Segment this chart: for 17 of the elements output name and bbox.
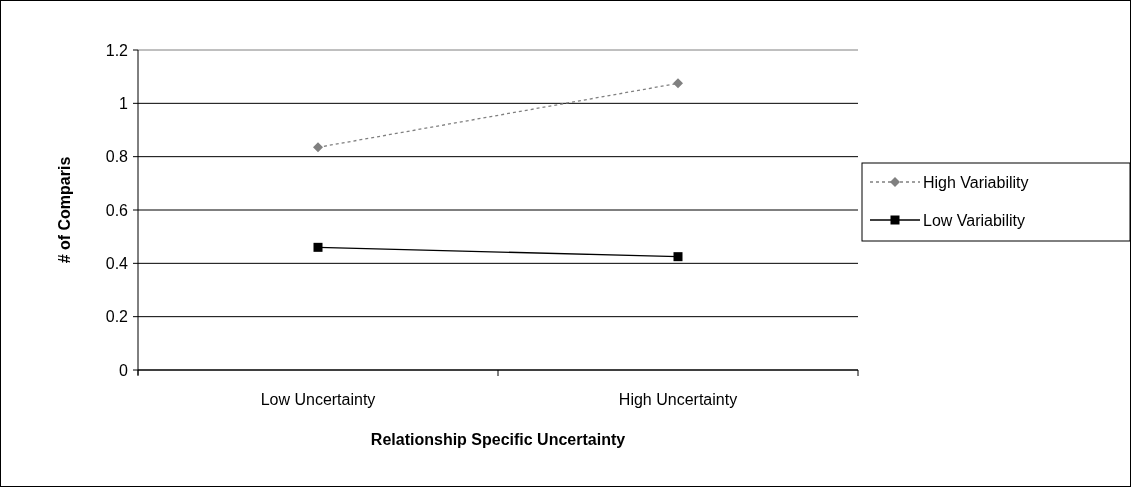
- x-tick-label: Low Uncertainty: [260, 391, 376, 408]
- x-tick-label: High Uncertainty: [618, 391, 738, 408]
- y-axis-title: # of Comparis: [56, 156, 73, 264]
- y-tick-label: 1: [119, 94, 129, 112]
- point: [673, 252, 683, 262]
- legend-label: High Variability: [923, 173, 1029, 191]
- y-tick-label: 0.4: [105, 254, 129, 272]
- point: [313, 242, 323, 252]
- point: [313, 142, 323, 153]
- y-tick-label: 0.8: [105, 148, 129, 166]
- y-tick-label: 1.2: [105, 41, 129, 59]
- y-tick-label: 0.2: [105, 308, 129, 326]
- point: [673, 78, 683, 89]
- legend-label: Low Variability: [923, 211, 1025, 229]
- x-axis-title: Relationship Specific Uncertainty: [370, 431, 626, 448]
- y-tick-label: 0.6: [105, 201, 129, 219]
- y-tick-label: 0: [119, 361, 129, 379]
